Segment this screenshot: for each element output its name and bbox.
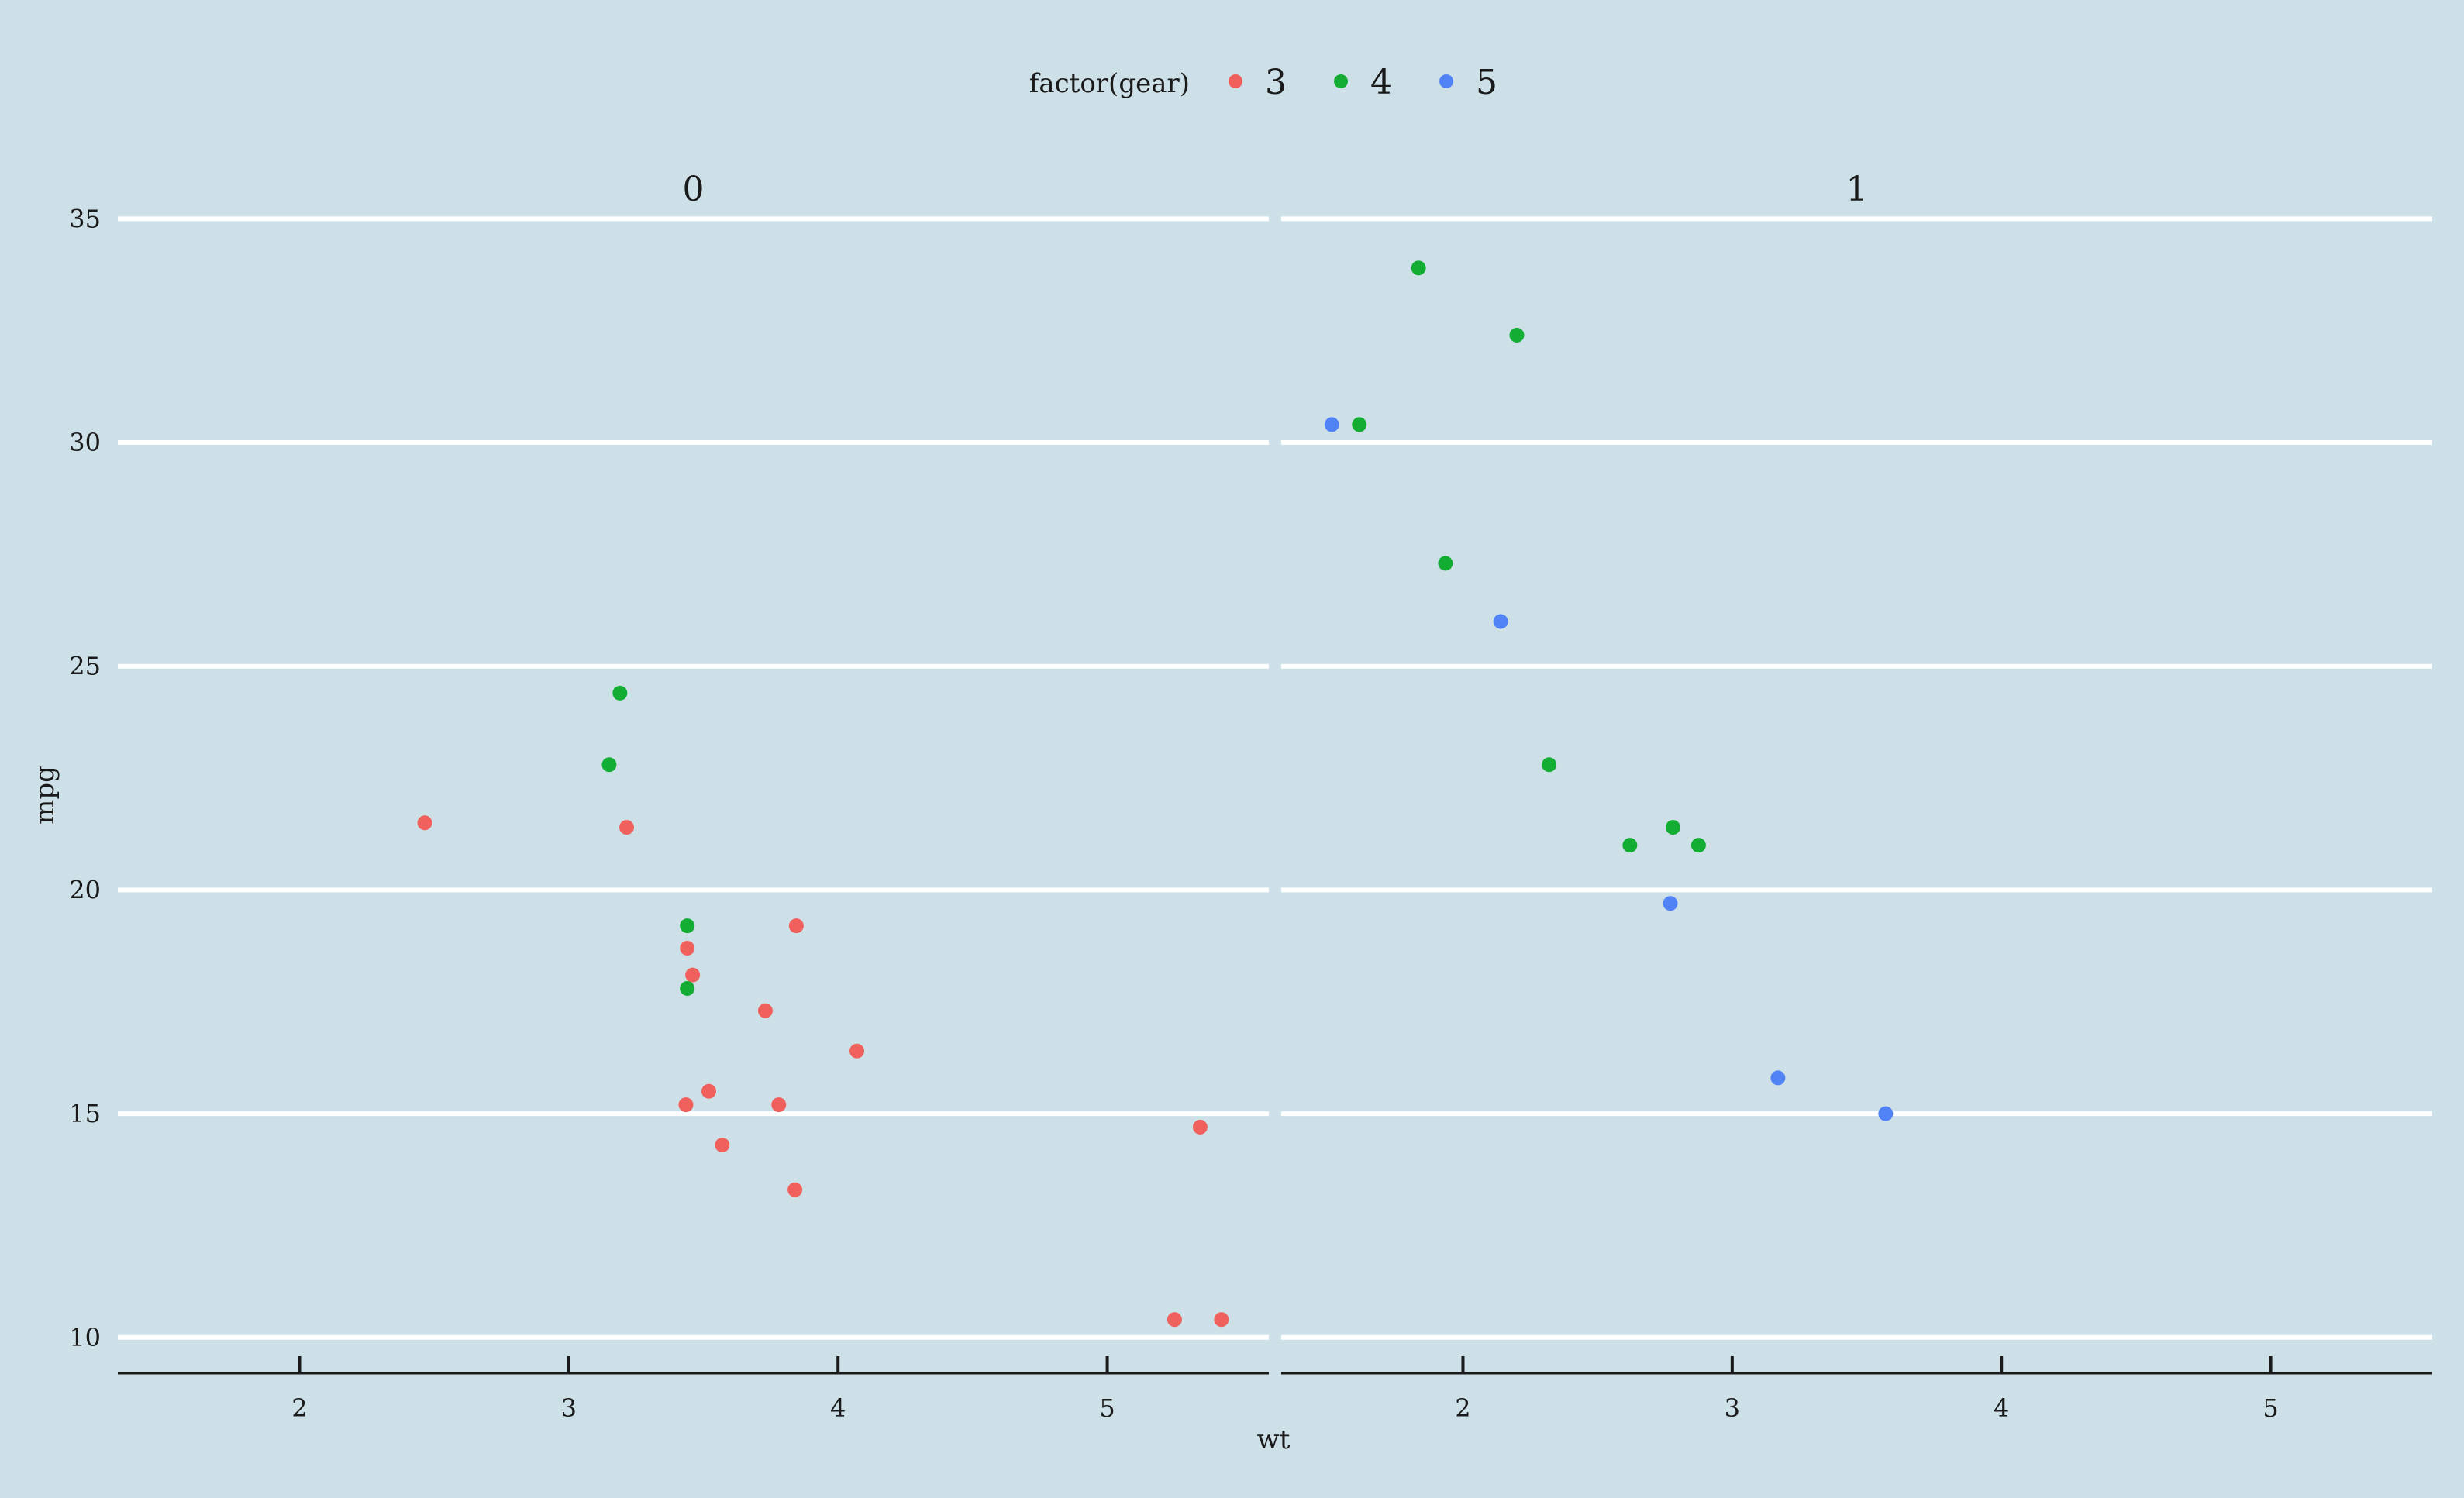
panel-1: 1 2 3 4 5	[1281, 170, 2432, 1423]
point-gear4-panel0-1	[601, 757, 617, 773]
point-gear3-panel0-2	[680, 940, 695, 956]
y-axis: 10 15 20 25 30 35	[69, 204, 101, 1352]
facet-panels: 0 2 3 4 5 1 2 3 4 5	[118, 170, 2432, 1423]
point-gear3-panel0-6	[757, 1003, 773, 1018]
x-tick-label-0-3: 3	[561, 1393, 577, 1423]
legend-label-4: 4	[1370, 63, 1392, 102]
point-gear4-panel0-2	[680, 918, 695, 934]
facet-strip-label-1: 1	[1846, 170, 1868, 209]
legend-label-5: 5	[1476, 63, 1497, 102]
x-tick-label-1-5: 5	[2262, 1393, 2278, 1423]
point-gear4-panel1-4	[1352, 417, 1367, 432]
y-tick-label-35: 35	[69, 204, 101, 233]
point-gear4-panel1-1	[1690, 838, 1706, 853]
point-gear5-panel1-3	[1663, 896, 1678, 911]
point-gear4-panel1-0	[1622, 838, 1638, 853]
x-tick-label-1-4: 4	[1994, 1393, 2009, 1423]
y-axis-title: mpg	[29, 766, 60, 825]
x-tick-label-0-4: 4	[830, 1393, 846, 1423]
point-gear4-panel1-6	[1438, 556, 1453, 571]
x-tick-label-1-3: 3	[1725, 1393, 1740, 1423]
legend-entry-3: 3	[1229, 63, 1287, 102]
point-gear3-panel0-12	[678, 1097, 694, 1113]
point-gear3-panel0-7	[771, 1097, 787, 1113]
point-gear4-panel1-2	[1542, 757, 1557, 773]
legend-entries: 3 4 5	[1229, 63, 1497, 102]
legend-title: factor(gear)	[1029, 68, 1190, 99]
point-gear3-panel0-10	[1192, 1119, 1208, 1135]
point-gear3-panel0-4	[715, 1138, 730, 1153]
legend-key-5	[1439, 74, 1453, 88]
point-gear3-panel0-5	[849, 1043, 865, 1059]
x-tick-label-1-2: 2	[1455, 1393, 1470, 1423]
point-gear4-panel1-7	[1665, 820, 1680, 835]
point-gear5-panel1-2	[1770, 1070, 1786, 1086]
legend-key-3	[1229, 74, 1242, 88]
y-tick-label-15: 15	[69, 1099, 101, 1128]
y-tick-label-30: 30	[69, 428, 101, 457]
y-tick-label-20: 20	[69, 875, 101, 904]
x-tick-label-0-5: 5	[1099, 1393, 1115, 1423]
point-gear3-panel0-14	[788, 918, 804, 934]
point-gear3-panel0-13	[787, 1182, 803, 1197]
legend-entry-5: 5	[1439, 63, 1497, 102]
legend-entry-4: 4	[1334, 63, 1392, 102]
point-gear3-panel0-11	[701, 1083, 716, 1099]
facet-strip-label-0: 0	[683, 170, 705, 209]
point-gear5-panel1-4	[1878, 1106, 1894, 1121]
x-axis-title: wt	[1257, 1424, 1291, 1455]
point-gear3-panel0-8	[1167, 1312, 1182, 1328]
point-gear4-panel0-3	[680, 980, 695, 996]
point-gear5-panel1-0	[1493, 614, 1508, 629]
legend: factor(gear) 3 4 5	[1029, 63, 1497, 102]
y-tick-label-25: 25	[69, 652, 101, 681]
y-tick-label-10: 10	[69, 1323, 101, 1352]
x-tick-label-0-2: 2	[291, 1393, 307, 1423]
legend-key-4	[1334, 74, 1348, 88]
point-gear3-panel0-3	[685, 967, 701, 983]
point-gear5-panel1-1	[1324, 417, 1339, 432]
point-gear3-panel0-9	[1214, 1312, 1229, 1328]
point-gear4-panel1-5	[1411, 260, 1426, 276]
point-gear3-panel0-1	[619, 820, 635, 835]
point-gear4-panel0-0	[612, 685, 628, 701]
panel-0: 0 2 3 4 5	[118, 170, 1269, 1423]
point-gear3-panel0-0	[417, 815, 432, 831]
legend-label-3: 3	[1265, 63, 1287, 102]
point-gear4-panel1-3	[1509, 327, 1525, 343]
